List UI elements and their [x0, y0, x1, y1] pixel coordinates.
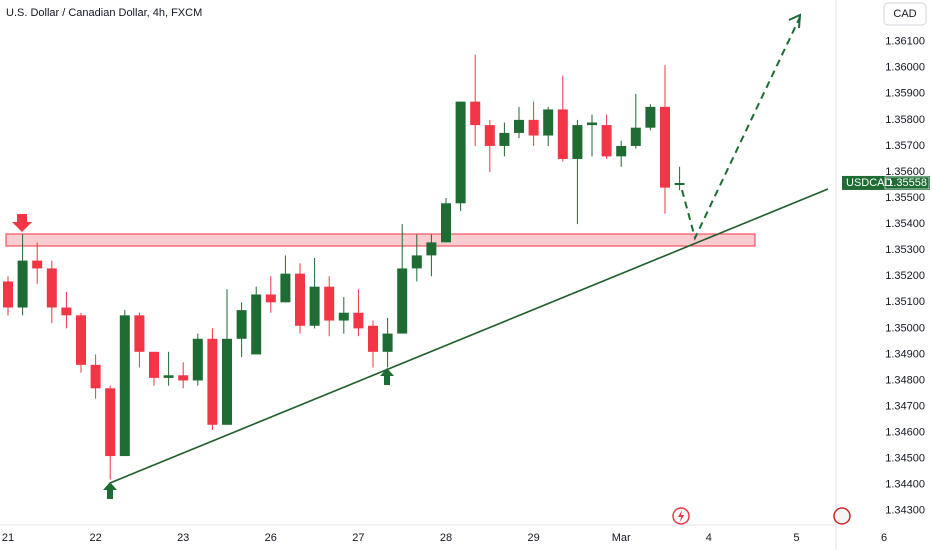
resistance-zone [5, 233, 756, 247]
candle-body [251, 294, 262, 355]
candle-body [470, 101, 481, 126]
x-tick-label: Mar [612, 532, 631, 544]
candle-body [514, 119, 524, 133]
y-tick-label: 1.35300 [885, 244, 925, 256]
candle-body [76, 315, 86, 365]
y-tick-label: 1.34500 [885, 453, 925, 465]
y-tick-label: 1.35000 [885, 322, 925, 334]
y-tick-label: 1.34800 [885, 374, 925, 386]
y-tick-label: 1.34700 [885, 400, 925, 412]
y-tick-label: 1.35600 [885, 166, 925, 178]
candle-body [441, 203, 451, 243]
candle-body [178, 375, 189, 381]
y-tick-label: 1.35500 [885, 192, 925, 204]
x-tick-label: 26 [265, 532, 277, 544]
candle-body [324, 286, 335, 321]
candle-body [660, 106, 670, 188]
x-tick-label: 21 [2, 532, 14, 544]
projection-path [681, 16, 801, 241]
down-arrow [12, 214, 32, 232]
candle-body [601, 125, 612, 157]
candle-body [674, 182, 685, 186]
candle-body [587, 122, 597, 126]
x-tick-label: 28 [440, 532, 452, 544]
candle-body [411, 255, 422, 269]
candle-body [134, 315, 145, 352]
last-price-label: 1.35558 [887, 177, 927, 189]
candle-body [17, 260, 28, 308]
candle-body [149, 351, 159, 378]
x-tick-label: 29 [527, 532, 539, 544]
y-tick-label: 1.35900 [885, 88, 925, 100]
y-tick-label: 1.36100 [885, 36, 925, 48]
event-icon-bolt [678, 510, 684, 522]
up-arrow [380, 368, 394, 385]
candle-body [616, 145, 627, 157]
candle-body [572, 125, 583, 159]
last-price-box [884, 176, 930, 190]
chart-title: U.S. Dollar / Canadian Dollar, 4h, FXCM [6, 7, 202, 19]
candle-body [265, 294, 276, 303]
y-tick-label: 1.35800 [885, 114, 925, 126]
y-tick-label: 1.36000 [885, 62, 925, 74]
candle-body [207, 338, 218, 425]
candle-body [499, 132, 510, 146]
y-tick-label: 1.34600 [885, 427, 925, 439]
candle-body [484, 125, 495, 146]
candle-body [119, 315, 130, 457]
symbol-label: USDCAD [846, 177, 893, 189]
candle-body [192, 338, 203, 381]
candle-body [90, 364, 101, 389]
currency-button[interactable] [883, 2, 927, 26]
candle-body [280, 273, 291, 303]
x-tick-label: 27 [352, 532, 364, 544]
y-tick-label: 1.35100 [885, 296, 925, 308]
candle-body [426, 242, 437, 256]
projection-arrow-head [788, 13, 802, 29]
x-tick-label: 23 [177, 532, 189, 544]
x-tick-label: 22 [89, 532, 101, 544]
candle-body [528, 119, 539, 136]
x-tick-label: 6 [881, 532, 887, 544]
candle-body [382, 333, 393, 352]
x-tick-label: 5 [793, 532, 799, 544]
x-tick-label: 4 [706, 532, 712, 544]
candle-body [163, 375, 174, 378]
flag-icon[interactable] [833, 507, 851, 525]
candle-body [46, 268, 57, 308]
y-tick-label: 1.34300 [885, 505, 925, 517]
trend-line [109, 188, 829, 484]
candle-body [455, 101, 466, 204]
candle-body [3, 281, 13, 308]
candle-body [397, 268, 408, 334]
y-tick-label: 1.34900 [885, 348, 925, 360]
candle-body [645, 106, 656, 128]
candle-body [222, 338, 232, 425]
candle-body [309, 286, 320, 326]
candle-body [338, 312, 349, 321]
candle-body [630, 127, 641, 146]
y-tick-label: 1.35200 [885, 270, 925, 282]
y-tick-label: 1.35400 [885, 218, 925, 230]
candle-body [61, 307, 72, 316]
y-tick-label: 1.35700 [885, 140, 925, 152]
candle-body [105, 388, 116, 457]
candle-body [353, 312, 364, 329]
up-arrow [103, 482, 117, 499]
candle-body [295, 273, 305, 326]
candle-body [236, 310, 247, 339]
currency-label[interactable]: CAD [893, 8, 916, 20]
candle-body [368, 325, 378, 352]
candle-body [543, 109, 554, 136]
candle-body [557, 109, 568, 159]
candle-body [32, 260, 43, 269]
y-tick-label: 1.34400 [885, 479, 925, 491]
